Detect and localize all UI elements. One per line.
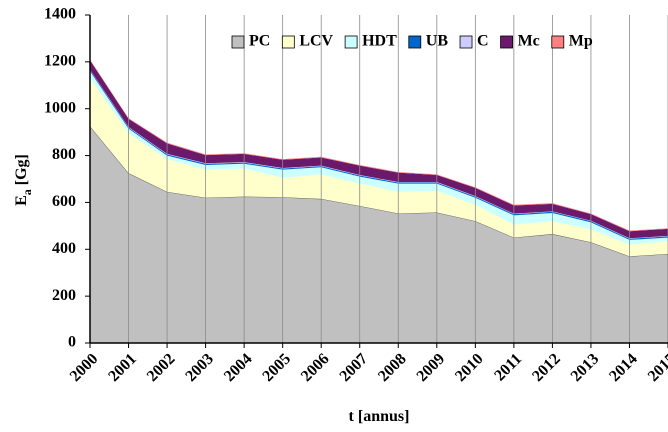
grid bbox=[89, 15, 668, 343]
x-tick-label: 2002 bbox=[144, 350, 179, 385]
legend-swatch bbox=[344, 35, 358, 49]
legend-label: Mp bbox=[569, 33, 593, 50]
legend-swatch bbox=[231, 35, 245, 49]
legend-label: HDT bbox=[362, 33, 397, 50]
x-tick-label: 2000 bbox=[67, 350, 102, 385]
legend-label: LCV bbox=[299, 33, 333, 50]
x-tick-label: 2008 bbox=[375, 350, 410, 385]
legend-swatch bbox=[408, 35, 422, 49]
y-axis-title-subscript: a bbox=[20, 189, 34, 195]
y-tick-label: 800 bbox=[52, 146, 76, 163]
x-tick-label: 2014 bbox=[606, 350, 641, 385]
x-tick-label: 2013 bbox=[568, 350, 603, 385]
y-axis-title-main: E bbox=[13, 195, 30, 206]
y-tick-label: 1400 bbox=[44, 6, 76, 23]
x-tick-label: 2001 bbox=[105, 350, 140, 385]
x-axis-title: t [annus] bbox=[349, 408, 410, 425]
y-tick-label: 400 bbox=[52, 240, 76, 257]
legend-label: PC bbox=[249, 33, 270, 50]
legend-swatch bbox=[551, 35, 565, 49]
x-tick-label: 2010 bbox=[452, 350, 487, 385]
x-tick-label: 2011 bbox=[491, 350, 525, 384]
x-tick-label: 2015 bbox=[645, 350, 668, 385]
y-axis-title-unit: [Gg] bbox=[13, 154, 30, 185]
x-tick-label: 2005 bbox=[259, 350, 294, 385]
y-axis-title: Ea [Gg] bbox=[13, 154, 34, 206]
x-tick-label: 2004 bbox=[221, 350, 256, 385]
y-tick-label: 0 bbox=[68, 334, 76, 351]
x-tick-label: 2009 bbox=[414, 350, 449, 385]
y-tick-label: 200 bbox=[52, 287, 76, 304]
x-tick-label: 2006 bbox=[298, 350, 333, 385]
legend-label: UB bbox=[426, 33, 449, 50]
y-tick-label: 1000 bbox=[44, 99, 76, 116]
legend-label: Mc bbox=[518, 33, 540, 50]
area bbox=[90, 78, 668, 257]
x-tick-label: 2007 bbox=[337, 350, 372, 385]
legend-swatch bbox=[459, 35, 473, 49]
legend-label: C bbox=[477, 33, 489, 50]
legend-swatch bbox=[281, 35, 295, 49]
x-tick-label: 2003 bbox=[182, 350, 217, 385]
y-tick-label: 600 bbox=[52, 193, 76, 210]
x-tick-label: 2012 bbox=[529, 350, 564, 385]
plot-area bbox=[89, 59, 668, 344]
legend-swatch bbox=[500, 35, 513, 49]
y-tick-label: 1200 bbox=[44, 53, 76, 70]
